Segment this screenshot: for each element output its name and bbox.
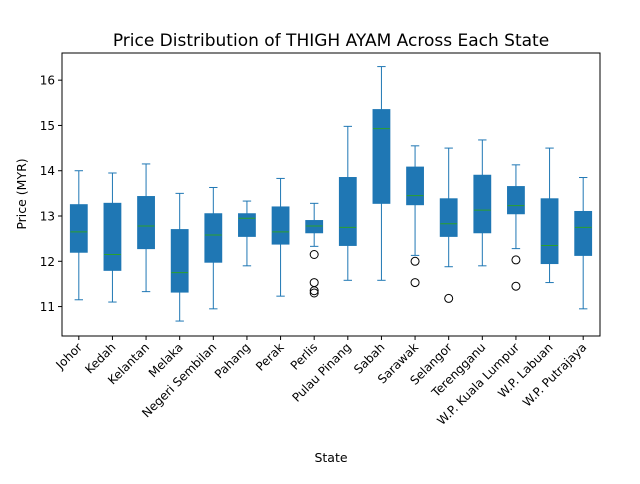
box-kelantan	[137, 163, 155, 293]
y-tick-label: 16	[40, 74, 55, 88]
iqr-box	[204, 213, 223, 263]
iqr-box	[305, 220, 324, 234]
y-tick-label: 14	[40, 164, 55, 178]
chart-title: Price Distribution of THIGH AYAM Across …	[113, 31, 549, 51]
iqr-box	[439, 198, 458, 237]
iqr-box	[338, 177, 357, 246]
iqr-box	[170, 229, 189, 293]
x-tick-label: Pulau Pinang	[289, 340, 354, 405]
box-pulau-pinang	[338, 125, 357, 281]
outlier-point	[309, 288, 319, 298]
x-axis-label: State	[314, 450, 347, 465]
iqr-box	[540, 198, 559, 265]
iqr-box	[507, 186, 525, 215]
box-pahang	[238, 200, 256, 267]
box-sarawak	[406, 145, 424, 288]
box-melaka	[170, 192, 189, 322]
iqr-box	[372, 109, 391, 204]
iqr-box	[473, 174, 492, 234]
outlier-point	[309, 286, 319, 296]
iqr-box	[574, 210, 593, 256]
iqr-box	[406, 166, 424, 206]
outlier-point	[309, 249, 319, 259]
y-axis-label: Price (MYR)	[14, 158, 29, 229]
box-sabah	[372, 66, 391, 281]
boxes-group	[69, 66, 593, 322]
outlier-point	[410, 278, 420, 288]
iqr-box	[238, 213, 256, 237]
box-terengganu	[473, 139, 492, 267]
box-kedah	[103, 172, 122, 303]
outlier-point	[511, 255, 521, 265]
x-tick-label: Pahang	[212, 340, 253, 381]
iqr-box	[69, 204, 88, 253]
y-tick-label: 13	[40, 210, 55, 224]
box-selangor	[439, 147, 458, 303]
y-tick-label: 15	[40, 119, 55, 133]
outlier-point	[444, 293, 454, 303]
x-tick-label: Johor	[53, 340, 85, 372]
box-negeri-sembilan	[204, 186, 223, 310]
x-tick-label: Perak	[253, 340, 287, 374]
y-tick-label: 11	[40, 300, 55, 314]
outlier-point	[511, 281, 521, 291]
box-w-p-kuala-lumpur	[507, 164, 525, 291]
iqr-box	[137, 196, 155, 250]
plot-frame	[61, 52, 601, 337]
box-johor	[69, 170, 88, 301]
iqr-box	[103, 202, 122, 271]
outlier-point	[309, 278, 319, 288]
box-perlis	[305, 202, 324, 298]
y-tick-label: 12	[40, 255, 55, 269]
outlier-point	[410, 256, 420, 266]
box-w-p-labuan	[540, 147, 559, 284]
box-perak	[271, 177, 290, 297]
y-ticks-group: 11 12 13 14 15 16	[40, 74, 62, 314]
box-w-p-putrajaya	[574, 177, 593, 310]
iqr-box	[271, 206, 290, 245]
